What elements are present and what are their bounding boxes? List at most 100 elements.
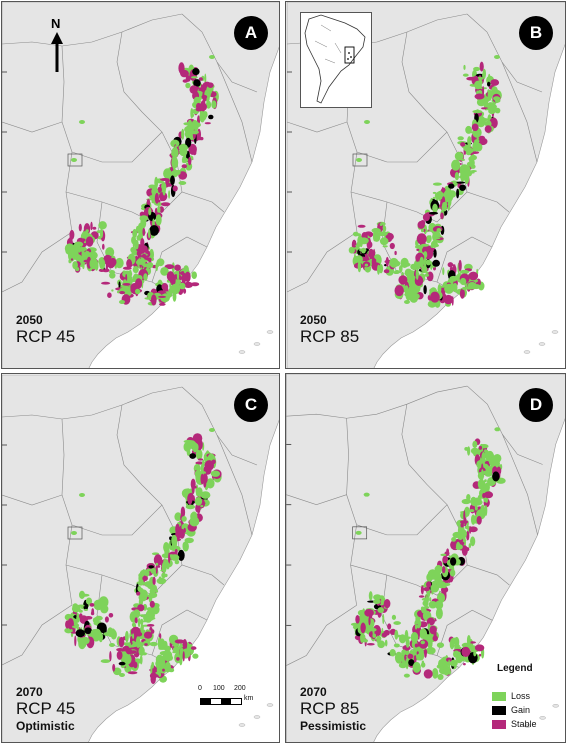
patch-loss <box>442 267 445 276</box>
patch-loss <box>72 261 78 270</box>
patch-stable <box>407 653 414 660</box>
patch-loss <box>410 631 419 643</box>
patch-stable <box>67 618 74 630</box>
island <box>551 330 559 334</box>
patch-loss <box>451 536 457 542</box>
patch-loss <box>155 263 159 268</box>
patch-loss <box>367 618 375 629</box>
patch-loss <box>139 215 149 222</box>
patch-stable <box>126 649 133 655</box>
patch-loss <box>373 594 382 601</box>
patch-loss <box>211 100 217 109</box>
patch-stable <box>134 631 143 637</box>
patch-stable <box>416 233 427 245</box>
patch-gain <box>408 659 415 666</box>
patch-loss <box>482 470 492 475</box>
patch-stable <box>460 142 466 147</box>
patch-stable <box>182 79 188 83</box>
patch-loss <box>132 633 135 639</box>
patch-loss <box>410 289 413 302</box>
patch-loss <box>389 257 399 268</box>
patch-loss <box>174 559 180 565</box>
patch-loss <box>394 270 400 274</box>
patch-stable <box>423 587 430 592</box>
patch-loss <box>148 184 156 189</box>
patch-loss <box>382 613 385 625</box>
patch-loss <box>356 158 362 162</box>
patch-loss <box>409 649 414 655</box>
scenario-label-b: RCP 85 <box>300 327 360 346</box>
patch-loss <box>88 251 98 260</box>
patch-loss <box>68 259 72 264</box>
patch-stable <box>162 668 165 672</box>
patch-stable <box>197 128 201 141</box>
patch-stable <box>440 212 444 220</box>
patch-loss <box>191 76 198 79</box>
patch-loss <box>164 573 168 578</box>
patch-loss <box>372 633 377 638</box>
patch-loss <box>124 286 131 292</box>
patch-loss <box>374 254 381 260</box>
patch-stable <box>463 510 466 522</box>
patch-loss <box>437 673 444 680</box>
island <box>523 350 531 354</box>
patch-gain <box>432 259 440 267</box>
patch-loss <box>352 231 359 237</box>
patch-loss <box>119 300 125 304</box>
patch-loss <box>410 263 417 270</box>
patch-loss <box>449 639 455 650</box>
patch-stable <box>184 282 191 287</box>
patch-loss <box>163 168 172 179</box>
patch-loss <box>441 669 446 674</box>
border-line <box>356 504 448 536</box>
patch-loss <box>90 629 99 638</box>
border-line <box>61 45 73 233</box>
patch-stable <box>182 529 185 534</box>
patch-stable <box>442 555 449 564</box>
patch-loss <box>99 258 106 270</box>
patch-loss <box>79 120 85 124</box>
patch-loss <box>157 205 161 214</box>
patch-loss <box>133 609 141 619</box>
patch-stable <box>203 465 210 474</box>
patch-loss <box>193 443 199 452</box>
patch-stable <box>184 271 191 283</box>
patch-loss <box>168 190 171 199</box>
patch-loss <box>192 653 199 659</box>
patch-loss <box>155 659 162 668</box>
patch-stable <box>458 259 462 272</box>
patch-stable <box>89 603 95 607</box>
patch-stable <box>389 242 395 250</box>
patch-loss <box>76 258 80 262</box>
patch-loss <box>444 283 454 294</box>
patch-loss <box>467 136 472 146</box>
patch-stable <box>482 85 485 97</box>
legend-swatch-gain <box>492 706 506 716</box>
patch-stable <box>118 636 125 648</box>
border-line <box>211 574 225 586</box>
patch-loss <box>494 460 500 468</box>
patch-loss <box>399 265 403 273</box>
patch-loss <box>92 617 99 624</box>
patch-loss <box>174 512 182 522</box>
patch-loss <box>404 629 409 642</box>
patch-stable <box>107 292 112 299</box>
patch-loss <box>355 530 362 535</box>
patch-stable <box>207 82 214 88</box>
patch-stable <box>357 224 366 228</box>
patch-stable <box>187 493 193 505</box>
patch-loss <box>450 659 458 667</box>
border-line <box>211 201 225 213</box>
patch-stable <box>130 636 133 645</box>
patch-loss <box>168 287 174 294</box>
patch-stable <box>441 566 446 574</box>
patch-loss <box>364 263 369 267</box>
patch-stable <box>191 483 195 495</box>
patch-loss <box>178 282 186 290</box>
legend-item-stable: Stable <box>492 719 537 730</box>
border-line <box>286 604 357 666</box>
patch-stable <box>459 288 465 299</box>
legend-swatch-stable <box>492 720 506 730</box>
patch-stable <box>429 625 437 635</box>
patch-loss <box>100 659 111 663</box>
